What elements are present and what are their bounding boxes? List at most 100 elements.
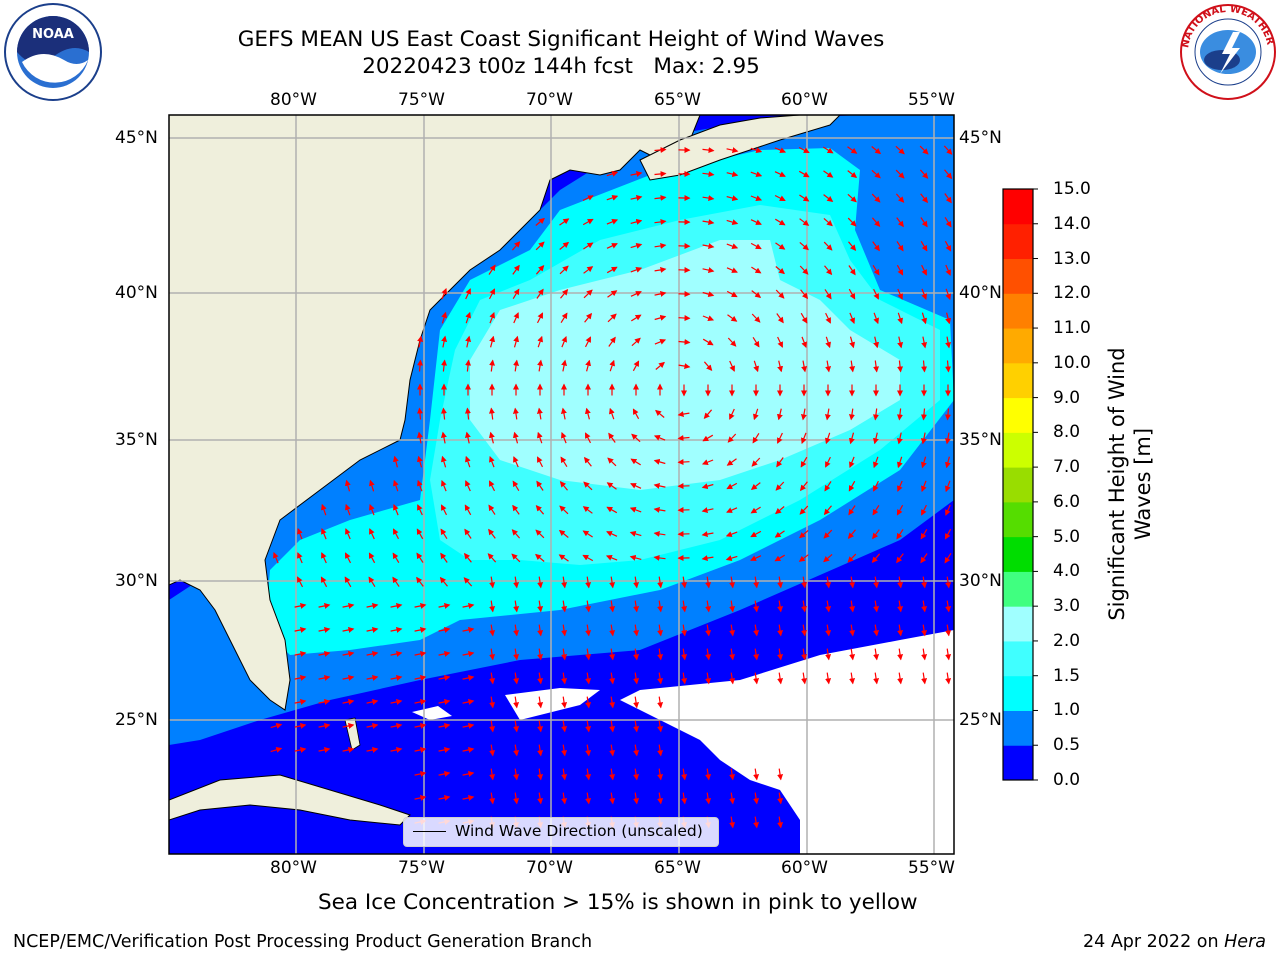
wind-wave-arrow <box>390 698 403 705</box>
colorbar-tick-label: 9.0 <box>1053 387 1081 408</box>
wind-wave-arrow <box>366 626 379 633</box>
wind-wave-arrow <box>653 458 666 465</box>
wind-wave-arrow <box>513 792 520 805</box>
wind-wave-arrow <box>921 504 927 516</box>
wind-wave-arrow <box>585 648 592 661</box>
wind-wave-arrow <box>825 624 832 637</box>
wind-wave-arrow <box>654 218 667 225</box>
wind-wave-arrow <box>921 360 928 373</box>
wind-wave-arrow <box>537 648 544 661</box>
wind-wave-arrow <box>583 289 593 299</box>
wind-wave-arrow <box>561 359 568 372</box>
wind-wave-arrow <box>726 219 739 226</box>
wind-wave-arrow <box>825 576 832 589</box>
wind-wave-arrow <box>488 528 496 539</box>
wind-wave-arrow <box>489 455 495 468</box>
wind-wave-arrow <box>416 576 424 587</box>
wind-wave-arrow <box>584 312 593 323</box>
nova-scotia-land <box>639 115 841 181</box>
wind-wave-arrow <box>390 722 403 729</box>
wind-wave-arrow <box>776 457 784 468</box>
wind-wave-arrow <box>823 505 832 516</box>
wind-wave-arrow <box>633 696 640 709</box>
wind-wave-arrow <box>944 240 952 252</box>
wind-wave-arrow <box>920 456 927 469</box>
wind-wave-arrow <box>729 768 736 781</box>
wind-wave-arrow <box>799 241 809 251</box>
wind-wave-arrow <box>800 408 807 421</box>
wind-wave-arrow <box>848 505 856 516</box>
wind-wave-arrow <box>441 479 447 492</box>
wind-wave-arrow <box>513 624 520 637</box>
wind-wave-arrow <box>653 506 666 513</box>
wind-wave-arrow <box>488 264 496 275</box>
wind-wave-arrow <box>657 648 664 661</box>
wind-wave-arrow <box>702 291 715 298</box>
wind-wave-arrow <box>847 170 858 179</box>
lat-tick-right: 40°N <box>959 283 1002 303</box>
wind-wave-arrow <box>753 600 760 613</box>
wind-wave-arrow <box>440 504 448 516</box>
wind-wave-arrow <box>945 648 952 661</box>
wind-wave-arrow <box>872 432 879 445</box>
colorbar-tick-label: 0.5 <box>1053 735 1081 756</box>
lat-tick-left: 40°N <box>115 283 158 303</box>
wind-wave-arrow <box>777 816 784 829</box>
wind-wave-arrow <box>633 672 640 685</box>
wind-wave-arrow <box>822 146 834 154</box>
wind-wave-arrow <box>488 504 496 515</box>
wind-wave-arrow <box>513 312 519 324</box>
wind-wave-arrow <box>438 602 451 609</box>
wind-wave-arrow <box>633 792 640 805</box>
wind-wave-arrow <box>296 576 304 588</box>
wind-wave-arrow <box>440 455 447 468</box>
wind-wave-arrow <box>464 431 471 444</box>
wind-wave-arrow <box>366 602 379 609</box>
wind-wave-arrow <box>944 456 951 469</box>
wind-wave-arrow <box>536 312 544 324</box>
wind-wave-arrow <box>729 672 736 685</box>
wind-wave-arrow <box>848 408 855 421</box>
colorbar-segment <box>1003 189 1033 225</box>
wind-wave-arrow <box>705 672 712 685</box>
wind-wave-arrow <box>416 528 424 540</box>
wind-wave-arrow <box>654 146 667 153</box>
wind-wave-arrow <box>726 458 737 466</box>
wind-wave-arrow <box>489 624 496 637</box>
wind-wave-arrow <box>414 674 427 681</box>
wind-wave-arrow <box>585 696 592 709</box>
wind-wave-arrow <box>702 315 715 321</box>
wind-wave-arrow <box>513 768 520 781</box>
wind-wave-arrow <box>896 241 904 252</box>
wind-wave-arrow <box>801 672 808 685</box>
wind-wave-arrow <box>775 242 786 250</box>
noaa-logo-text: NOAA <box>32 27 74 42</box>
wind-wave-arrow <box>585 720 592 733</box>
wind-wave-arrow <box>799 481 808 492</box>
wind-wave-arrow <box>798 170 810 178</box>
wind-wave-arrow <box>513 600 520 613</box>
wind-wave-arrow <box>943 145 953 155</box>
wind-wave-arrow <box>270 746 283 753</box>
wind-wave-arrow <box>920 217 928 228</box>
wind-wave-arrow <box>849 576 856 589</box>
colorbar-segment <box>1003 223 1033 260</box>
wind-wave-arrow <box>537 431 543 444</box>
wind-wave-arrow <box>297 552 303 564</box>
wind-wave-arrow <box>872 529 880 540</box>
wind-wave-arrow <box>654 242 667 249</box>
wind-wave-arrow <box>342 602 355 609</box>
colorbar-tick-label: 1.0 <box>1053 700 1081 721</box>
colorbar-tick-label: 15.0 <box>1053 179 1091 199</box>
wind-wave-arrow <box>921 672 928 685</box>
wind-wave-arrow <box>777 600 784 613</box>
wind-wave-arrow <box>512 504 520 515</box>
wind-wave-arrow <box>537 335 543 348</box>
wind-wave-arrow <box>584 336 592 348</box>
wind-wave-arrow <box>677 411 690 418</box>
colorbar-tick-label: 1.5 <box>1053 665 1081 686</box>
wind-wave-arrow <box>606 171 619 177</box>
wind-wave-arrow <box>320 576 328 588</box>
colorbar-tick-label: 13.0 <box>1053 248 1091 269</box>
wind-wave-arrow <box>417 335 424 348</box>
